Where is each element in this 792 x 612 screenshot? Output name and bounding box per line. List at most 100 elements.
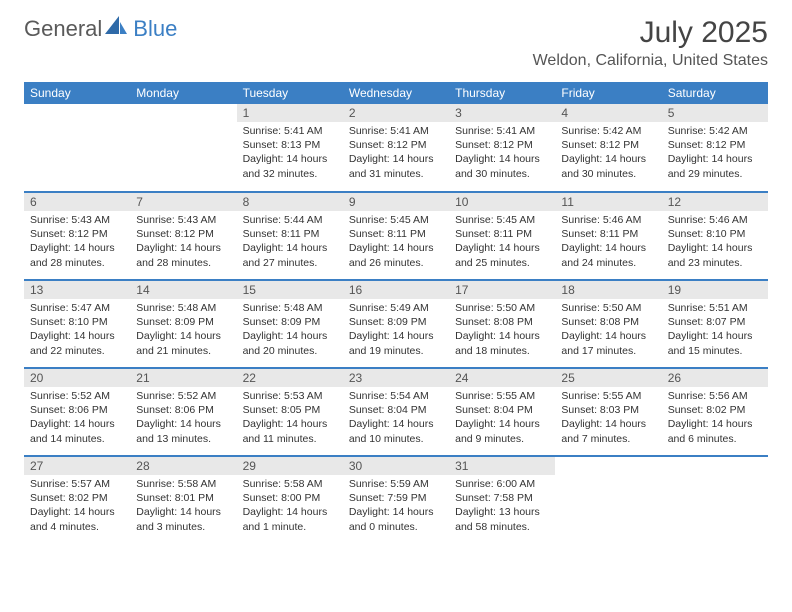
day-details: Sunrise: 5:50 AMSunset: 8:08 PMDaylight:… [555, 299, 661, 362]
sunset-text: Sunset: 8:07 PM [668, 315, 762, 329]
sunrise-text: Sunrise: 5:58 AM [243, 477, 337, 491]
calendar-cell: 18Sunrise: 5:50 AMSunset: 8:08 PMDayligh… [555, 280, 661, 368]
day-number: 16 [343, 281, 449, 299]
day-number: 2 [343, 104, 449, 122]
sunset-text: Sunset: 8:12 PM [668, 138, 762, 152]
day-number: 6 [24, 193, 130, 211]
sunrise-text: Sunrise: 5:50 AM [561, 301, 655, 315]
day-details: Sunrise: 5:42 AMSunset: 8:12 PMDaylight:… [555, 122, 661, 185]
daylight-text: Daylight: 14 hours and 24 minutes. [561, 241, 655, 269]
day-details: Sunrise: 5:58 AMSunset: 8:00 PMDaylight:… [237, 475, 343, 538]
day-number: 3 [449, 104, 555, 122]
day-number: 29 [237, 457, 343, 475]
calendar-cell [555, 456, 661, 544]
daylight-text: Daylight: 14 hours and 15 minutes. [668, 329, 762, 357]
sunrise-text: Sunrise: 5:59 AM [349, 477, 443, 491]
calendar-cell: 16Sunrise: 5:49 AMSunset: 8:09 PMDayligh… [343, 280, 449, 368]
daylight-text: Daylight: 14 hours and 1 minute. [243, 505, 337, 533]
sunset-text: Sunset: 8:13 PM [243, 138, 337, 152]
sunrise-text: Sunrise: 5:46 AM [668, 213, 762, 227]
sail-icon [105, 16, 127, 42]
day-number: 19 [662, 281, 768, 299]
daylight-text: Daylight: 14 hours and 30 minutes. [455, 152, 549, 180]
weekday-header: Thursday [449, 82, 555, 104]
daylight-text: Daylight: 14 hours and 26 minutes. [349, 241, 443, 269]
daylight-text: Daylight: 14 hours and 3 minutes. [136, 505, 230, 533]
day-number: 28 [130, 457, 236, 475]
day-number: 22 [237, 369, 343, 387]
daylight-text: Daylight: 14 hours and 0 minutes. [349, 505, 443, 533]
daylight-text: Daylight: 14 hours and 31 minutes. [349, 152, 443, 180]
sunset-text: Sunset: 8:04 PM [455, 403, 549, 417]
calendar-cell: 31Sunrise: 6:00 AMSunset: 7:58 PMDayligh… [449, 456, 555, 544]
sunrise-text: Sunrise: 5:42 AM [668, 124, 762, 138]
day-details: Sunrise: 5:49 AMSunset: 8:09 PMDaylight:… [343, 299, 449, 362]
sunset-text: Sunset: 8:11 PM [455, 227, 549, 241]
day-details: Sunrise: 5:42 AMSunset: 8:12 PMDaylight:… [662, 122, 768, 185]
weekday-header: Wednesday [343, 82, 449, 104]
day-number: 31 [449, 457, 555, 475]
sunset-text: Sunset: 8:12 PM [30, 227, 124, 241]
sunrise-text: Sunrise: 5:52 AM [30, 389, 124, 403]
sunrise-text: Sunrise: 5:52 AM [136, 389, 230, 403]
calendar-cell: 11Sunrise: 5:46 AMSunset: 8:11 PMDayligh… [555, 192, 661, 280]
daylight-text: Daylight: 14 hours and 18 minutes. [455, 329, 549, 357]
weekday-header-row: Sunday Monday Tuesday Wednesday Thursday… [24, 82, 768, 104]
day-number: 25 [555, 369, 661, 387]
sunset-text: Sunset: 8:11 PM [349, 227, 443, 241]
sunset-text: Sunset: 8:09 PM [243, 315, 337, 329]
daylight-text: Daylight: 14 hours and 6 minutes. [668, 417, 762, 445]
day-number: 12 [662, 193, 768, 211]
day-number: 15 [237, 281, 343, 299]
daylight-text: Daylight: 14 hours and 19 minutes. [349, 329, 443, 357]
day-details: Sunrise: 5:54 AMSunset: 8:04 PMDaylight:… [343, 387, 449, 450]
day-details: Sunrise: 5:52 AMSunset: 8:06 PMDaylight:… [130, 387, 236, 450]
title-block: July 2025 Weldon, California, United Sta… [533, 16, 768, 70]
sunset-text: Sunset: 8:02 PM [668, 403, 762, 417]
sunrise-text: Sunrise: 5:43 AM [30, 213, 124, 227]
sunset-text: Sunset: 8:03 PM [561, 403, 655, 417]
sunrise-text: Sunrise: 5:43 AM [136, 213, 230, 227]
calendar-cell: 30Sunrise: 5:59 AMSunset: 7:59 PMDayligh… [343, 456, 449, 544]
calendar-cell: 1Sunrise: 5:41 AMSunset: 8:13 PMDaylight… [237, 104, 343, 192]
day-details: Sunrise: 5:48 AMSunset: 8:09 PMDaylight:… [130, 299, 236, 362]
daylight-text: Daylight: 14 hours and 10 minutes. [349, 417, 443, 445]
weekday-header: Sunday [24, 82, 130, 104]
sunset-text: Sunset: 8:10 PM [668, 227, 762, 241]
day-number: 4 [555, 104, 661, 122]
sunset-text: Sunset: 8:00 PM [243, 491, 337, 505]
daylight-text: Daylight: 14 hours and 27 minutes. [243, 241, 337, 269]
day-details: Sunrise: 5:48 AMSunset: 8:09 PMDaylight:… [237, 299, 343, 362]
sunset-text: Sunset: 8:11 PM [561, 227, 655, 241]
sunset-text: Sunset: 8:09 PM [349, 315, 443, 329]
daylight-text: Daylight: 14 hours and 17 minutes. [561, 329, 655, 357]
sunset-text: Sunset: 8:12 PM [455, 138, 549, 152]
day-details: Sunrise: 5:46 AMSunset: 8:11 PMDaylight:… [555, 211, 661, 274]
day-number: 20 [24, 369, 130, 387]
daylight-text: Daylight: 14 hours and 29 minutes. [668, 152, 762, 180]
daylight-text: Daylight: 14 hours and 4 minutes. [30, 505, 124, 533]
sunrise-text: Sunrise: 6:00 AM [455, 477, 549, 491]
daylight-text: Daylight: 14 hours and 22 minutes. [30, 329, 124, 357]
daylight-text: Daylight: 14 hours and 20 minutes. [243, 329, 337, 357]
day-details: Sunrise: 5:55 AMSunset: 8:04 PMDaylight:… [449, 387, 555, 450]
sunset-text: Sunset: 8:12 PM [349, 138, 443, 152]
day-details: Sunrise: 5:51 AMSunset: 8:07 PMDaylight:… [662, 299, 768, 362]
daylight-text: Daylight: 13 hours and 58 minutes. [455, 505, 549, 533]
daylight-text: Daylight: 14 hours and 28 minutes. [136, 241, 230, 269]
calendar-cell: 23Sunrise: 5:54 AMSunset: 8:04 PMDayligh… [343, 368, 449, 456]
sunset-text: Sunset: 8:11 PM [243, 227, 337, 241]
day-details: Sunrise: 5:43 AMSunset: 8:12 PMDaylight:… [130, 211, 236, 274]
day-details: Sunrise: 5:45 AMSunset: 8:11 PMDaylight:… [343, 211, 449, 274]
sunrise-text: Sunrise: 5:56 AM [668, 389, 762, 403]
day-details: Sunrise: 6:00 AMSunset: 7:58 PMDaylight:… [449, 475, 555, 538]
day-number: 30 [343, 457, 449, 475]
calendar-cell: 28Sunrise: 5:58 AMSunset: 8:01 PMDayligh… [130, 456, 236, 544]
daylight-text: Daylight: 14 hours and 7 minutes. [561, 417, 655, 445]
day-details: Sunrise: 5:56 AMSunset: 8:02 PMDaylight:… [662, 387, 768, 450]
calendar-week-row: 20Sunrise: 5:52 AMSunset: 8:06 PMDayligh… [24, 368, 768, 456]
daylight-text: Daylight: 14 hours and 25 minutes. [455, 241, 549, 269]
sunset-text: Sunset: 8:05 PM [243, 403, 337, 417]
sunset-text: Sunset: 8:10 PM [30, 315, 124, 329]
calendar-cell: 4Sunrise: 5:42 AMSunset: 8:12 PMDaylight… [555, 104, 661, 192]
